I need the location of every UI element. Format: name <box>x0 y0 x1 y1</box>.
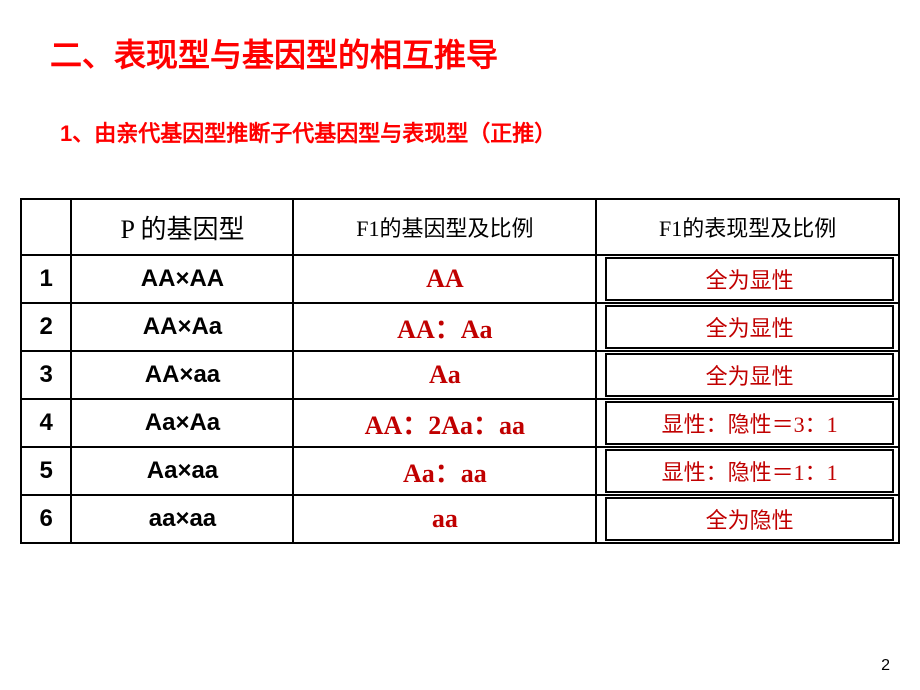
row-num: 5 <box>21 447 71 495</box>
f1-genotype: aa <box>293 495 596 543</box>
p-genotype: Aa×aa <box>71 447 293 495</box>
f1-phenotype-cell: 显性：隐性＝3：1 <box>596 399 899 447</box>
f1-genotype: Aa：aa <box>293 447 596 495</box>
f1-phenotype-cell: 全为显性 <box>596 255 899 303</box>
genetics-table-container: P 的基因型 F1的基因型及比例 F1的表现型及比例 1 AA×AA AA 全为… <box>0 148 920 544</box>
p-genotype: AA×aa <box>71 351 293 399</box>
f1-phenotype: 全为显性 <box>605 305 894 349</box>
table-row: 4 Aa×Aa AA：2Aa：aa 显性：隐性＝3：1 <box>21 399 899 447</box>
table-row: 3 AA×aa Aa 全为显性 <box>21 351 899 399</box>
table-row: 2 AA×Aa AA：Aa 全为显性 <box>21 303 899 351</box>
f1-genotype: Aa <box>293 351 596 399</box>
f1-genotype: AA：Aa <box>293 303 596 351</box>
table-header-row: P 的基因型 F1的基因型及比例 F1的表现型及比例 <box>21 199 899 255</box>
f1-phenotype-cell: 全为隐性 <box>596 495 899 543</box>
f1-phenotype-cell: 全为显性 <box>596 303 899 351</box>
f1-phenotype: 全为显性 <box>605 257 894 301</box>
header-f1-phenotype: F1的表现型及比例 <box>596 199 899 255</box>
row-num: 3 <box>21 351 71 399</box>
genetics-table: P 的基因型 F1的基因型及比例 F1的表现型及比例 1 AA×AA AA 全为… <box>20 198 900 544</box>
table-body: 1 AA×AA AA 全为显性 2 AA×Aa AA：Aa 全为显性 3 AA×… <box>21 255 899 543</box>
header-f1-genotype: F1的基因型及比例 <box>293 199 596 255</box>
page-number: 2 <box>881 657 890 675</box>
row-num: 2 <box>21 303 71 351</box>
main-title: 二、表现型与基因型的相互推导 <box>0 0 920 76</box>
row-num: 4 <box>21 399 71 447</box>
f1-phenotype: 显性：隐性＝3：1 <box>605 401 894 445</box>
subtitle: 1、由亲代基因型推断子代基因型与表现型（正推） <box>0 76 920 148</box>
header-num <box>21 199 71 255</box>
f1-genotype: AA <box>293 255 596 303</box>
table-row: 6 aa×aa aa 全为隐性 <box>21 495 899 543</box>
row-num: 6 <box>21 495 71 543</box>
f1-phenotype: 全为显性 <box>605 353 894 397</box>
p-genotype: AA×AA <box>71 255 293 303</box>
p-genotype: AA×Aa <box>71 303 293 351</box>
f1-phenotype: 显性：隐性＝1：1 <box>605 449 894 493</box>
row-num: 1 <box>21 255 71 303</box>
f1-phenotype-cell: 全为显性 <box>596 351 899 399</box>
header-p-genotype: P 的基因型 <box>71 199 293 255</box>
p-genotype: Aa×Aa <box>71 399 293 447</box>
table-row: 1 AA×AA AA 全为显性 <box>21 255 899 303</box>
table-row: 5 Aa×aa Aa：aa 显性：隐性＝1：1 <box>21 447 899 495</box>
f1-phenotype-cell: 显性：隐性＝1：1 <box>596 447 899 495</box>
f1-phenotype: 全为隐性 <box>605 497 894 541</box>
p-genotype: aa×aa <box>71 495 293 543</box>
f1-genotype: AA：2Aa：aa <box>293 399 596 447</box>
